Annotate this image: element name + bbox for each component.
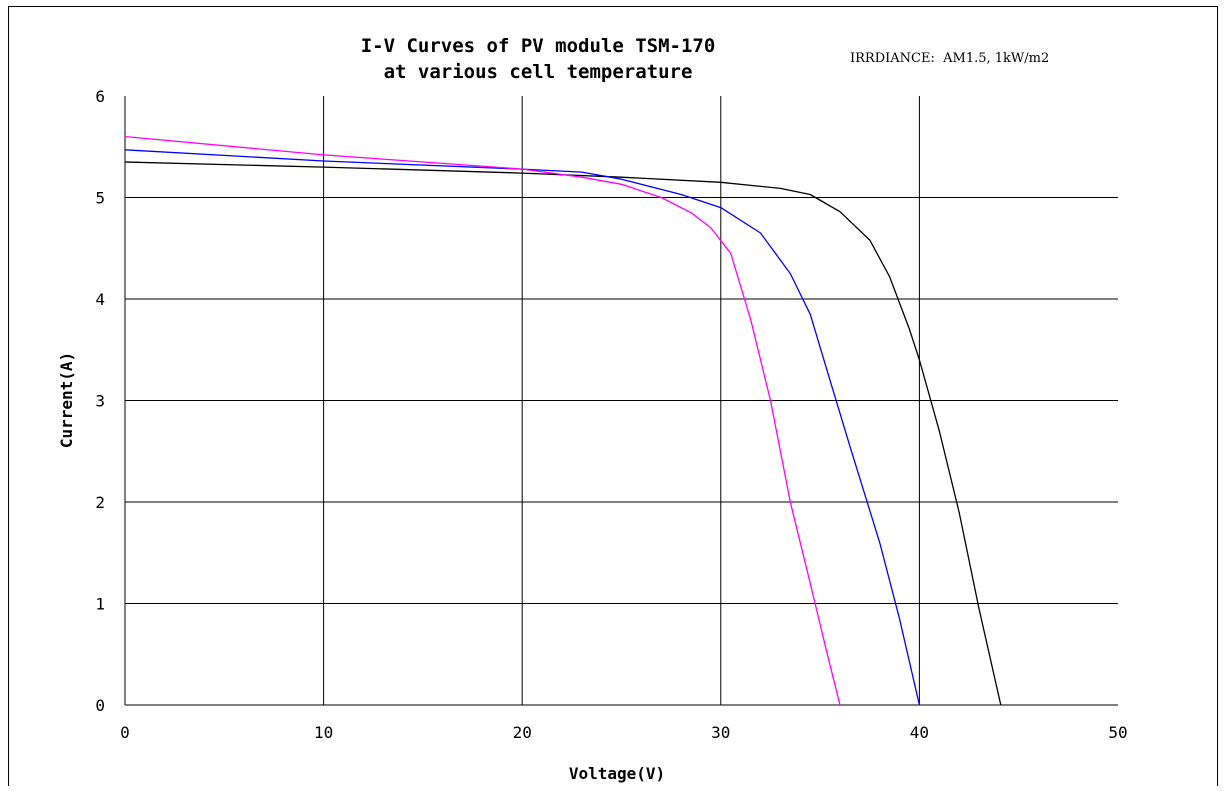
y-tick-label: 1 [95, 595, 105, 614]
y-tick-label: 4 [95, 290, 105, 309]
y-tick-label: 3 [95, 392, 105, 411]
x-tick-label: 20 [513, 723, 532, 742]
series-line-2 [124, 149, 921, 706]
series-lines [124, 135, 1002, 706]
x-axis-label: Voltage(V) [569, 764, 665, 783]
irradiance-annotation: IRRDIANCE: AM1.5, 1kW/m2 [850, 51, 1050, 66]
x-tick-label: 50 [1108, 723, 1127, 742]
y-tick-label: 6 [95, 87, 105, 106]
x-tick-label: 0 [120, 723, 130, 742]
x-tick-label: 30 [711, 723, 730, 742]
chart-title: I-V Curves of PV module TSM-170 [360, 35, 716, 57]
chart-frame [8, 6, 1218, 786]
y-tick-label: 0 [95, 696, 105, 715]
x-tick-label: 40 [910, 723, 929, 742]
y-axis-label: Current(A) [57, 352, 76, 448]
y-tick-label: 2 [95, 493, 105, 512]
x-tick-label: 10 [314, 723, 333, 742]
tick-labels: 0 10 20 30 40 50 0 1 2 3 4 5 6 [95, 87, 1127, 742]
chart-subtitle: at various cell temperature [383, 61, 693, 83]
series-line-3 [124, 135, 841, 706]
grid-lines [124, 96, 1118, 706]
series-line-1 [124, 161, 1002, 706]
y-tick-label: 5 [95, 189, 105, 208]
